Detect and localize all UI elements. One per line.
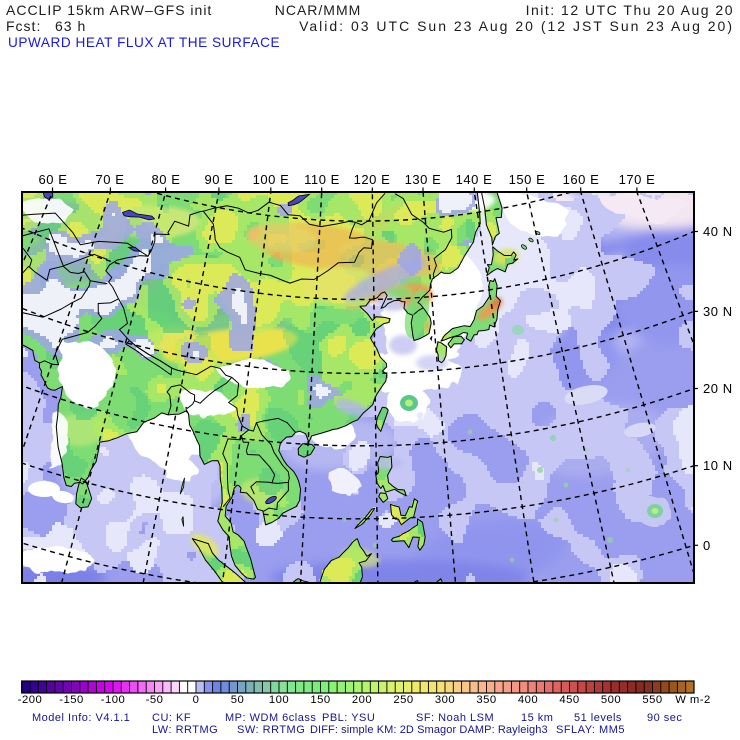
svg-text:550: 550 xyxy=(642,694,662,706)
svg-text:Fcst:: Fcst: xyxy=(6,18,41,34)
svg-text:63 h: 63 h xyxy=(55,18,86,34)
svg-text:15 km: 15 km xyxy=(521,712,553,724)
svg-text:150 E: 150 E xyxy=(509,172,546,187)
svg-text:30 N: 30 N xyxy=(703,304,733,319)
svg-text:Init: 12 UTC Thu 20 Aug 20: Init: 12 UTC Thu 20 Aug 20 xyxy=(526,2,734,18)
svg-text:-150: -150 xyxy=(59,694,83,706)
svg-text:90 E: 90 E xyxy=(205,172,234,187)
svg-text:W m-2: W m-2 xyxy=(675,694,711,706)
svg-text:140 E: 140 E xyxy=(456,172,493,187)
svg-text:150: 150 xyxy=(310,694,330,706)
svg-text:PBL: YSU: PBL: YSU xyxy=(322,712,375,724)
svg-text:-50: -50 xyxy=(146,694,164,706)
svg-text:DIFF: simple KM: 2D Smagor DAM: DIFF: simple KM: 2D Smagor DAMP: Rayleig… xyxy=(310,724,548,736)
svg-text:350: 350 xyxy=(476,694,496,706)
svg-text:250: 250 xyxy=(393,694,413,706)
svg-text:ACCLIP 15km ARW–GFS init: ACCLIP 15km ARW–GFS init xyxy=(6,2,212,18)
svg-text:130 E: 130 E xyxy=(405,172,442,187)
svg-text:MP: WDM 6class: MP: WDM 6class xyxy=(225,712,316,724)
svg-text:450: 450 xyxy=(559,694,579,706)
svg-text:SFLAY: MM5: SFLAY: MM5 xyxy=(556,724,625,736)
svg-text:80 E: 80 E xyxy=(152,172,181,187)
svg-text:120 E: 120 E xyxy=(354,172,391,187)
svg-text:20 N: 20 N xyxy=(703,381,733,396)
svg-text:SW: RRTMG: SW: RRTMG xyxy=(237,724,305,736)
svg-text:100 E: 100 E xyxy=(253,172,290,187)
svg-text:400: 400 xyxy=(518,694,538,706)
svg-text:90 sec: 90 sec xyxy=(647,712,682,724)
svg-text:0: 0 xyxy=(703,538,711,553)
svg-text:100: 100 xyxy=(269,694,289,706)
svg-text:170 E: 170 E xyxy=(619,172,656,187)
svg-text:40 N: 40 N xyxy=(703,224,733,239)
svg-text:300: 300 xyxy=(435,694,455,706)
svg-text:10 N: 10 N xyxy=(703,458,733,473)
svg-text:LW: RRTMG: LW: RRTMG xyxy=(152,724,218,736)
svg-text:51 levels: 51 levels xyxy=(574,712,622,724)
svg-text:Valid: 03 UTC Sun 23 Aug 20 (1: Valid: 03 UTC Sun 23 Aug 20 (12 JST Sun … xyxy=(299,18,734,34)
svg-text:160 E: 160 E xyxy=(563,172,600,187)
svg-text:SF: Noah LSM: SF: Noah LSM xyxy=(416,712,494,724)
svg-text:UPWARD HEAT FLUX AT THE SURFAC: UPWARD HEAT FLUX AT THE SURFACE xyxy=(8,35,280,50)
svg-text:60 E: 60 E xyxy=(39,172,68,187)
svg-text:CU: KF: CU: KF xyxy=(152,712,191,724)
svg-text:110 E: 110 E xyxy=(304,172,340,187)
svg-text:-200: -200 xyxy=(18,694,42,706)
svg-text:50: 50 xyxy=(231,694,244,706)
svg-text:200: 200 xyxy=(352,694,372,706)
svg-text:0: 0 xyxy=(193,694,200,706)
svg-text:500: 500 xyxy=(601,694,621,706)
svg-text:70 E: 70 E xyxy=(96,172,125,187)
svg-text:Model Info: V4.1.1: Model Info: V4.1.1 xyxy=(32,712,130,724)
svg-text:NCAR/MMM: NCAR/MMM xyxy=(275,2,362,18)
svg-text:-100: -100 xyxy=(101,694,125,706)
